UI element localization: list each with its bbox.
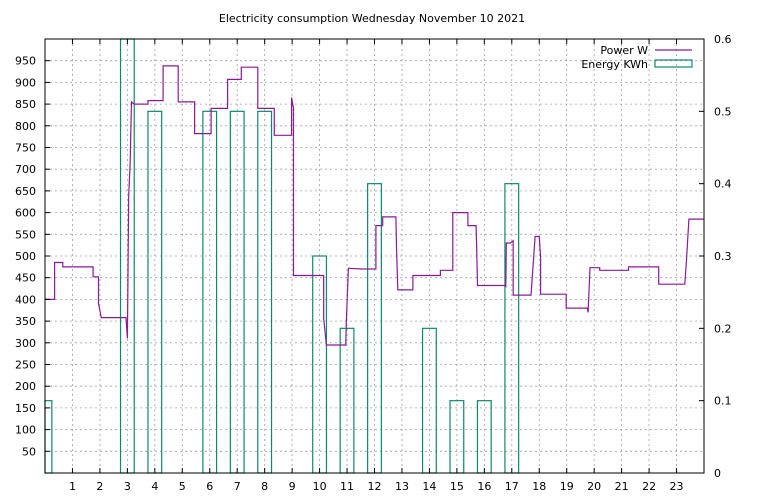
y-right-tick-label: 0.6 bbox=[714, 33, 732, 46]
x-tick-label: 13 bbox=[395, 480, 409, 493]
x-tick-label: 9 bbox=[289, 480, 296, 493]
x-tick-label: 11 bbox=[340, 480, 354, 493]
y-right-tick-label: 0.3 bbox=[714, 250, 732, 263]
power-series-line bbox=[45, 65, 704, 346]
x-tick-label: 5 bbox=[179, 480, 186, 493]
y-left-tick-label: 250 bbox=[15, 359, 36, 372]
y-left-tick-label: 50 bbox=[22, 445, 36, 458]
x-tick-label: 16 bbox=[477, 480, 491, 493]
y-left-tick-label: 450 bbox=[15, 272, 36, 285]
y-left-tick-label: 400 bbox=[15, 293, 36, 306]
x-tick-label: 21 bbox=[615, 480, 629, 493]
y-left-tick-label: 500 bbox=[15, 250, 36, 263]
y-left-tick-label: 550 bbox=[15, 228, 36, 241]
y-left-tick-label: 150 bbox=[15, 402, 36, 415]
x-tick-label: 17 bbox=[505, 480, 519, 493]
power-line bbox=[45, 65, 704, 346]
y-left-tick-label: 800 bbox=[15, 120, 36, 133]
y-left-tick-label: 700 bbox=[15, 163, 36, 176]
y-left-tick-label: 600 bbox=[15, 207, 36, 220]
x-tick-label: 10 bbox=[313, 480, 327, 493]
y-left-axis-ticks: 50 100 150 200 250 300 350 400 450 500 550 600 650 70… bbox=[15, 55, 50, 458]
y-right-tick-label: 0.2 bbox=[714, 322, 732, 335]
x-tick-label: 12 bbox=[368, 480, 382, 493]
y-left-tick-label: 100 bbox=[15, 424, 36, 437]
y-left-tick-label: 200 bbox=[15, 380, 36, 393]
x-tick-label: 3 bbox=[124, 480, 131, 493]
legend-swatch-energy bbox=[654, 59, 693, 68]
x-tick-label: 23 bbox=[670, 480, 684, 493]
x-tick-label: 18 bbox=[532, 480, 546, 493]
x-tick-label: 14 bbox=[422, 480, 436, 493]
chart-title: Electricity consumption Wednesday Novemb… bbox=[219, 12, 525, 25]
y-right-tick-label: 0 bbox=[714, 467, 721, 480]
x-tick-label: 20 bbox=[587, 480, 601, 493]
y-left-tick-label: 900 bbox=[15, 76, 36, 89]
y-right-tick-label: 0.4 bbox=[714, 178, 732, 191]
legend-label-power: Power W bbox=[600, 44, 648, 57]
legend: Power W Energy KWh bbox=[581, 44, 693, 71]
y-left-tick-label: 350 bbox=[15, 315, 36, 328]
x-tick-label: 19 bbox=[560, 480, 574, 493]
legend-label-energy: Energy KWh bbox=[581, 58, 648, 71]
x-tick-label: 15 bbox=[450, 480, 464, 493]
y-left-tick-label: 850 bbox=[15, 98, 36, 111]
x-tick-label: 6 bbox=[206, 480, 213, 493]
x-tick-label: 4 bbox=[151, 480, 158, 493]
x-tick-label: 2 bbox=[96, 480, 103, 493]
y-left-tick-label: 750 bbox=[15, 142, 36, 155]
x-tick-label: 7 bbox=[234, 480, 241, 493]
y-right-axis-ticks: 0 0.1 0.2 0.3 0.4 0.5 0.6 bbox=[699, 33, 732, 480]
x-axis-ticks: 1 2 3 4 5 6 7 8 9 10 11 12 13 14 15 16 17 18 19 20 21 22 23 bbox=[69, 39, 684, 493]
y-left-tick-label: 650 bbox=[15, 185, 36, 198]
x-tick-label: 8 bbox=[261, 480, 268, 493]
x-tick-label: 22 bbox=[642, 480, 656, 493]
energy-bar bbox=[449, 400, 465, 474]
y-right-tick-label: 0.1 bbox=[714, 395, 732, 408]
grid bbox=[45, 39, 704, 473]
y-left-tick-label: 950 bbox=[15, 55, 36, 68]
y-right-tick-label: 0.5 bbox=[714, 105, 732, 118]
energy-bar bbox=[476, 400, 492, 474]
x-tick-label: 1 bbox=[69, 480, 76, 493]
y-left-tick-label: 300 bbox=[15, 337, 36, 350]
energy-bar bbox=[44, 400, 53, 474]
